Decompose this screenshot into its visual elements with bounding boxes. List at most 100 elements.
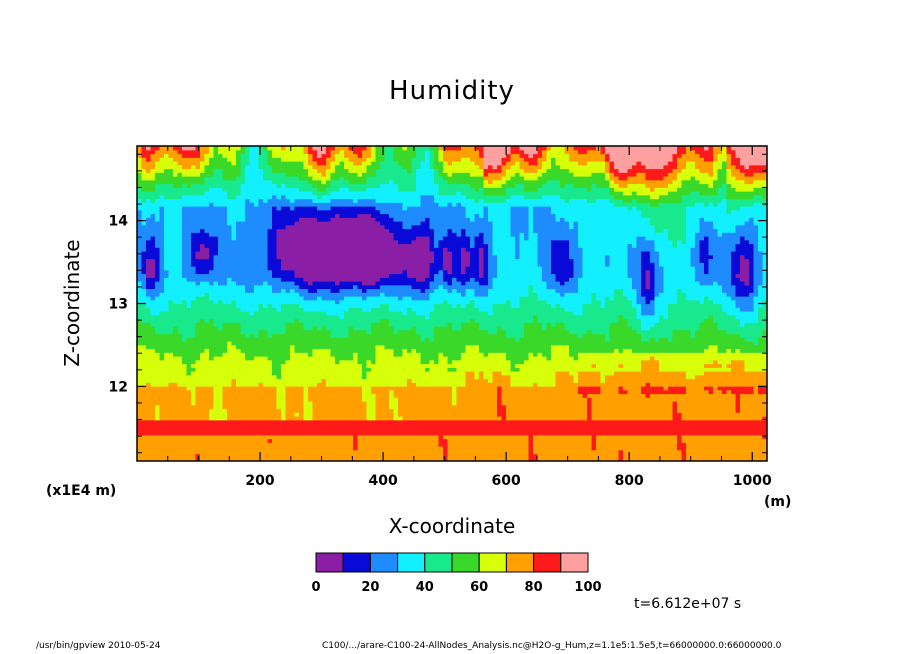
contour-cell [137,449,143,455]
contour-cell [519,356,525,361]
contour-cell [191,397,197,402]
contour-cell [591,363,597,368]
contour-cell [542,434,548,440]
contour-cell [627,449,633,455]
contour-cell [312,333,318,338]
contour-cell [474,337,480,342]
contour-cell [182,427,188,432]
contour-cell [308,337,314,342]
contour-cell [618,423,624,428]
contour-cell [618,457,624,461]
contour-cell [497,434,503,440]
contour-cell [758,333,764,338]
contour-cell [686,453,692,458]
contour-cell [686,374,692,380]
contour-cell [740,382,746,387]
contour-cell [146,397,152,402]
contour-cell [663,419,669,425]
contour-cell [542,352,548,357]
contour-cell [537,423,543,428]
contour-cell [312,416,318,421]
contour-cell [623,449,629,455]
contour-cell [438,431,444,436]
contour-cell [470,397,476,402]
contour-cell [402,431,408,436]
contour-cell [596,423,602,428]
contour-cell [182,326,188,331]
contour-cell [146,333,152,338]
contour-cell [402,434,408,440]
contour-cell [749,389,755,395]
contour-cell [762,386,767,391]
contour-cell [744,412,750,417]
contour-cell [515,337,521,342]
contour-cell [456,431,462,436]
contour-cell [555,416,561,421]
contour-cell [159,356,165,361]
contour-cell [632,352,638,357]
contour-cell [290,457,296,461]
contour-cell [429,367,435,372]
contour-cell [434,374,440,380]
contour-cell [749,401,755,406]
contour-cell [335,408,341,413]
contour-cell [308,374,314,380]
contour-cell [506,326,512,331]
contour-cell [227,438,233,443]
contour-cell [317,412,323,417]
contour-cell [650,412,656,417]
contour-cell [744,419,750,425]
contour-cell [411,416,417,421]
contour-cell [479,378,485,383]
contour-cell [267,344,273,350]
contour-cell [654,438,660,443]
contour-cell [726,446,732,451]
contour-cell [636,386,642,391]
contour-cell [398,363,404,368]
contour-cell [380,329,386,335]
contour-cell [146,404,152,410]
contour-cell [398,408,404,413]
contour-cell [654,363,660,368]
contour-cell [695,393,701,398]
contour-cell [254,431,260,436]
contour-cell [321,329,327,335]
contour-cell [650,363,656,368]
contour-cell [650,446,656,451]
contour-cell [182,386,188,391]
contour-cell [272,348,278,353]
contour-cell [272,419,278,425]
contour-cell [209,386,215,391]
contour-cell [699,393,705,398]
contour-cell [299,382,305,387]
contour-cell [447,326,453,331]
contour-cell [596,348,602,353]
contour-cell [474,359,480,365]
contour-cell [465,352,471,357]
contour-cell [416,356,422,361]
contour-cell [443,389,449,395]
contour-cell [713,374,719,380]
contour-cell [375,356,381,361]
contour-cell [740,393,746,398]
contour-cell [411,326,417,331]
contour-cell [713,341,719,346]
contour-cell [285,404,291,410]
contour-cell [353,386,359,391]
contour-cell [758,404,764,410]
contour-cell [483,386,489,391]
contour-cell [650,442,656,447]
contour-cell [753,397,759,402]
contour-cell [758,453,764,458]
contour-cell [335,442,341,447]
contour-cell [623,352,629,357]
contour-cell [330,326,336,331]
contour-cell [573,397,579,402]
contour-cell [564,446,570,451]
contour-cell [537,326,543,331]
contour-cell [321,446,327,451]
contour-cell [578,408,584,413]
contour-cell [366,337,372,342]
contour-cell [429,453,435,458]
contour-cell [137,446,143,451]
